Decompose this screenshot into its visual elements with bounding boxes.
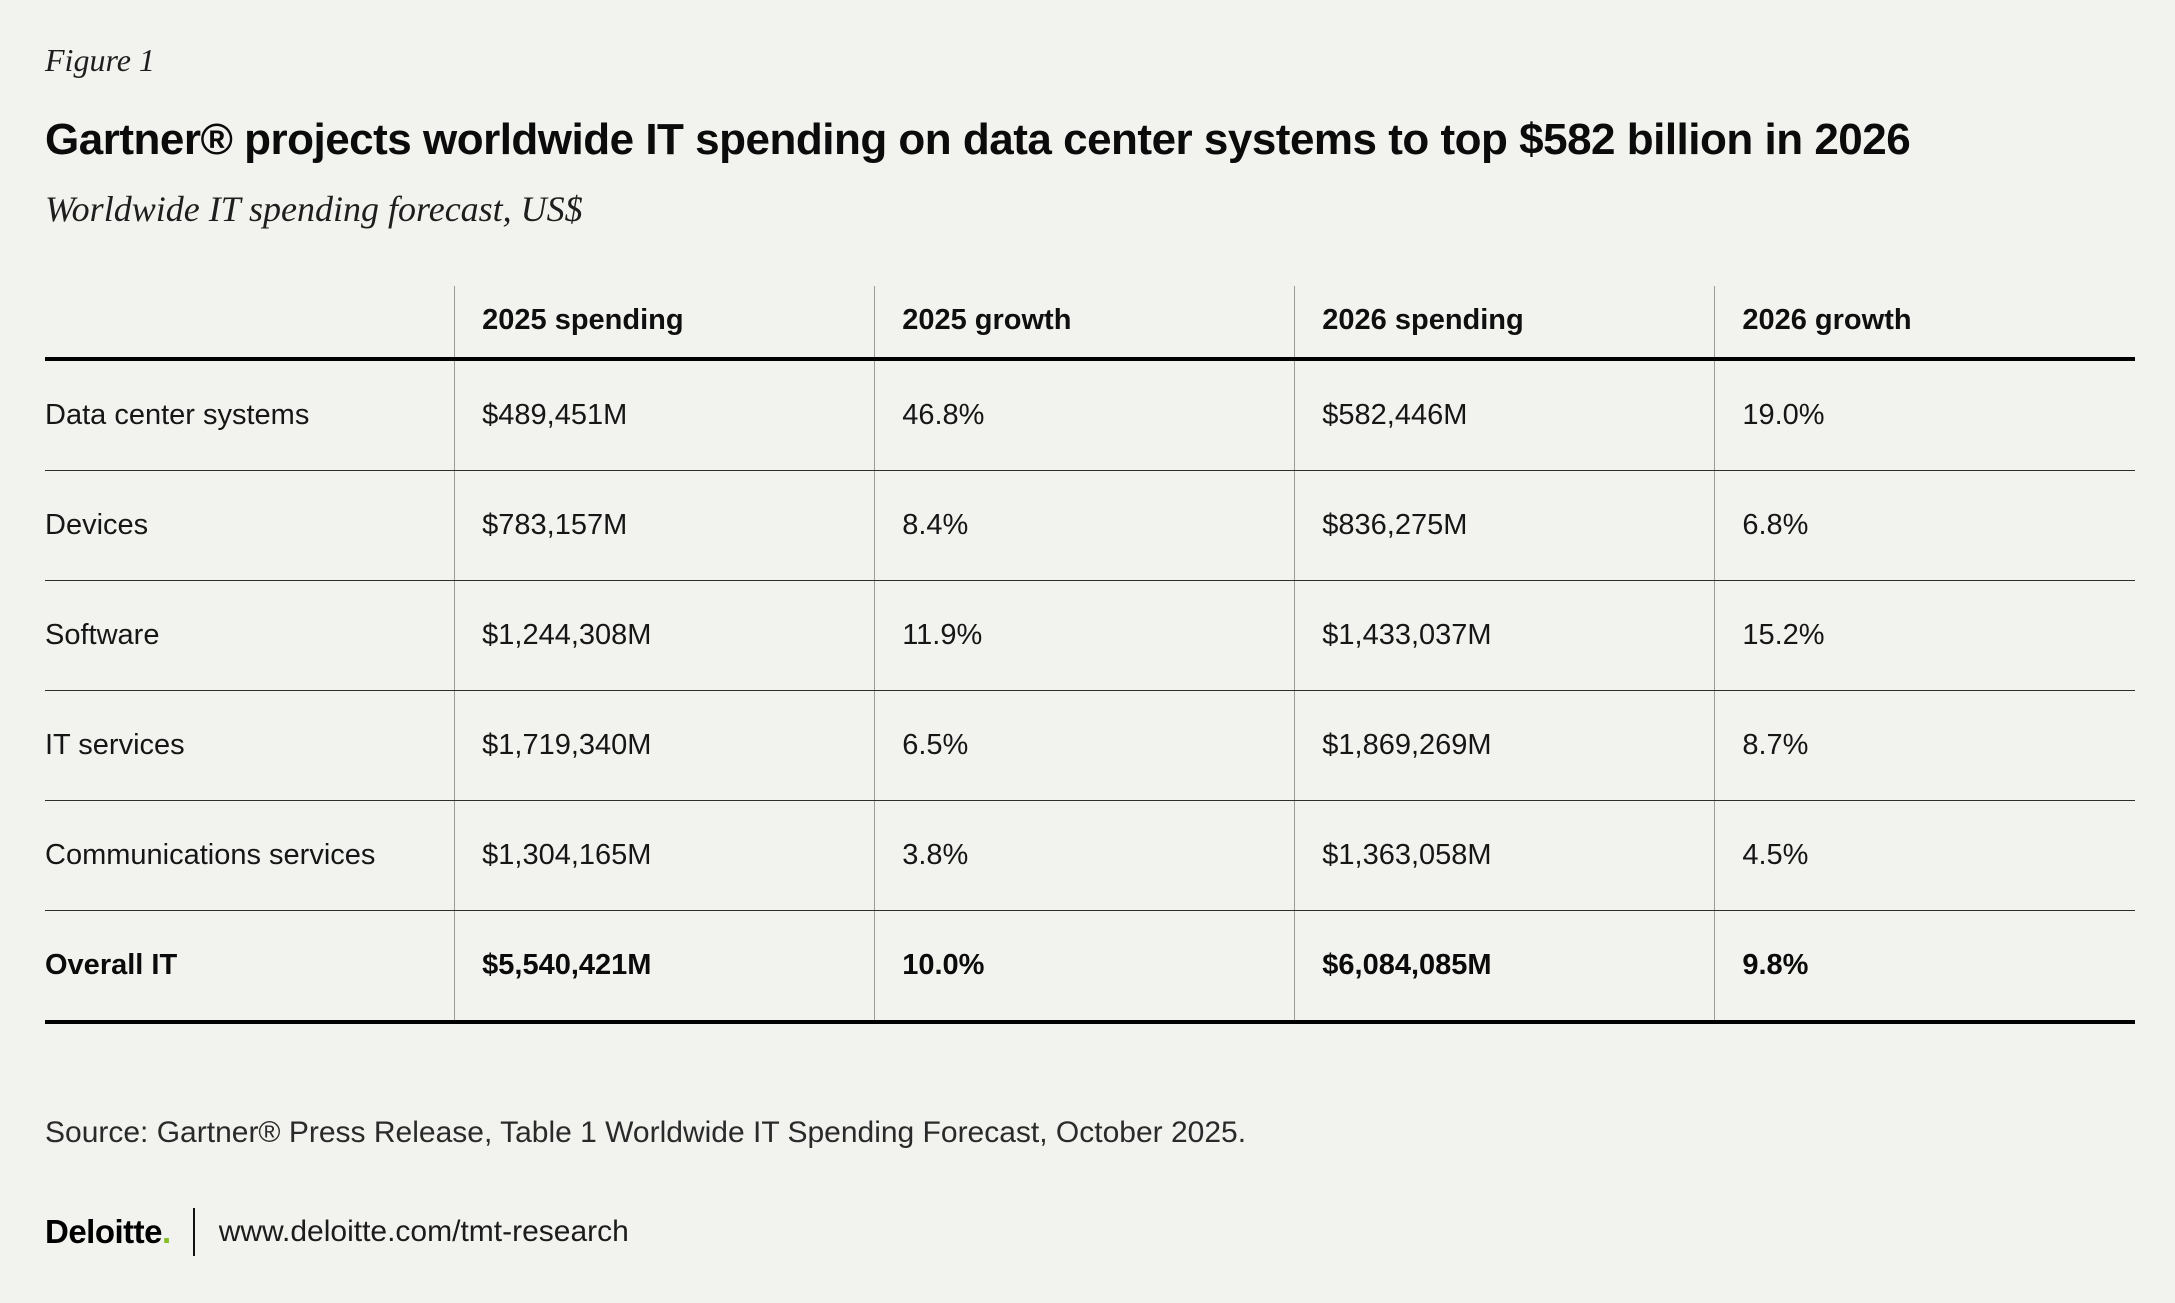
column-header: 2026 spending bbox=[1294, 285, 1715, 361]
deloitte-logo: Deloitte. bbox=[45, 1213, 171, 1251]
row-label: IT services bbox=[45, 690, 455, 801]
table-total-row: Overall IT $5,540,421M 10.0% $6,084,085M 9.8… bbox=[45, 910, 2135, 1024]
cell-value: 46.8% bbox=[874, 358, 1295, 471]
table-row: Data center systems $489,451M 46.8% $582,44… bbox=[45, 358, 2135, 471]
table-header-row: 2025 spending 2025 growth 2026 spending 202… bbox=[45, 285, 2135, 361]
column-header: 2026 growth bbox=[1714, 285, 2135, 361]
cell-value: 19.0% bbox=[1714, 358, 2135, 471]
cell-value: $1,304,165M bbox=[454, 800, 875, 911]
figure-label: Figure 1 bbox=[45, 42, 155, 78]
row-label: Data center systems bbox=[45, 358, 455, 471]
brand-name: Deloitte bbox=[45, 1212, 163, 1250]
row-label: Software bbox=[45, 580, 455, 691]
source-note: Source: Gartner® Press Release, Table 1 … bbox=[45, 1115, 1247, 1149]
cell-value: $1,433,037M bbox=[1294, 580, 1715, 691]
cell-value: $5,540,421M bbox=[454, 910, 875, 1024]
cell-value: 15.2% bbox=[1714, 580, 2135, 691]
column-header: 2025 growth bbox=[874, 285, 1295, 361]
cell-value: 8.4% bbox=[874, 470, 1295, 581]
row-label: Communications services bbox=[45, 800, 455, 911]
table-row: Communications services $1,304,165M 3.8% $1… bbox=[45, 800, 2135, 911]
cell-value: 11.9% bbox=[874, 580, 1295, 691]
cell-value: $1,719,340M bbox=[454, 690, 875, 801]
cell-value: $1,244,308M bbox=[454, 580, 875, 691]
footer-divider bbox=[192, 1207, 195, 1256]
cell-value: $783,157M bbox=[454, 470, 875, 581]
column-header: 2025 spending bbox=[454, 285, 875, 361]
figure-title: Gartner® projects worldwide IT spending … bbox=[45, 115, 1911, 164]
footer-url[interactable]: www.deloitte.com/tmt-research bbox=[218, 1214, 629, 1248]
table-row: Devices $783,157M 8.4% $836,275M 6.8% bbox=[45, 470, 2135, 581]
cell-value: 10.0% bbox=[874, 910, 1295, 1024]
row-label: Overall IT bbox=[45, 910, 455, 1024]
cell-value: 9.8% bbox=[1714, 910, 2135, 1024]
cell-value: 4.5% bbox=[1714, 800, 2135, 911]
cell-value: 6.8% bbox=[1714, 470, 2135, 581]
cell-value: $489,451M bbox=[454, 358, 875, 471]
cell-value: 8.7% bbox=[1714, 690, 2135, 801]
figure-subtitle: Worldwide IT spending forecast, US$ bbox=[45, 188, 583, 229]
spending-forecast-table: 2025 spending 2025 growth 2026 spending 202… bbox=[45, 285, 2135, 1024]
cell-value: $1,363,058M bbox=[1294, 800, 1715, 911]
cell-value: 6.5% bbox=[874, 690, 1295, 801]
table-row: IT services $1,719,340M 6.5% $1,869,269M 8.7… bbox=[45, 690, 2135, 801]
cell-value: $1,869,269M bbox=[1294, 690, 1715, 801]
cell-value: 3.8% bbox=[874, 800, 1295, 911]
footer: Deloitte. www.deloitte.com/tmt-research bbox=[45, 1207, 2135, 1256]
cell-value: $6,084,085M bbox=[1294, 910, 1715, 1024]
row-label-column-header bbox=[45, 285, 455, 361]
row-label: Devices bbox=[45, 470, 455, 581]
cell-value: $582,446M bbox=[1294, 358, 1715, 471]
cell-value: $836,275M bbox=[1294, 470, 1715, 581]
table-header: 2025 spending 2025 growth 2026 spending 202… bbox=[45, 285, 2135, 361]
brand-dot: . bbox=[162, 1212, 171, 1250]
table-row: Software $1,244,308M 11.9% $1,433,037M 15.2% bbox=[45, 580, 2135, 691]
table-body: Data center systems $489,451M 46.8% $582,44… bbox=[45, 358, 2135, 1024]
